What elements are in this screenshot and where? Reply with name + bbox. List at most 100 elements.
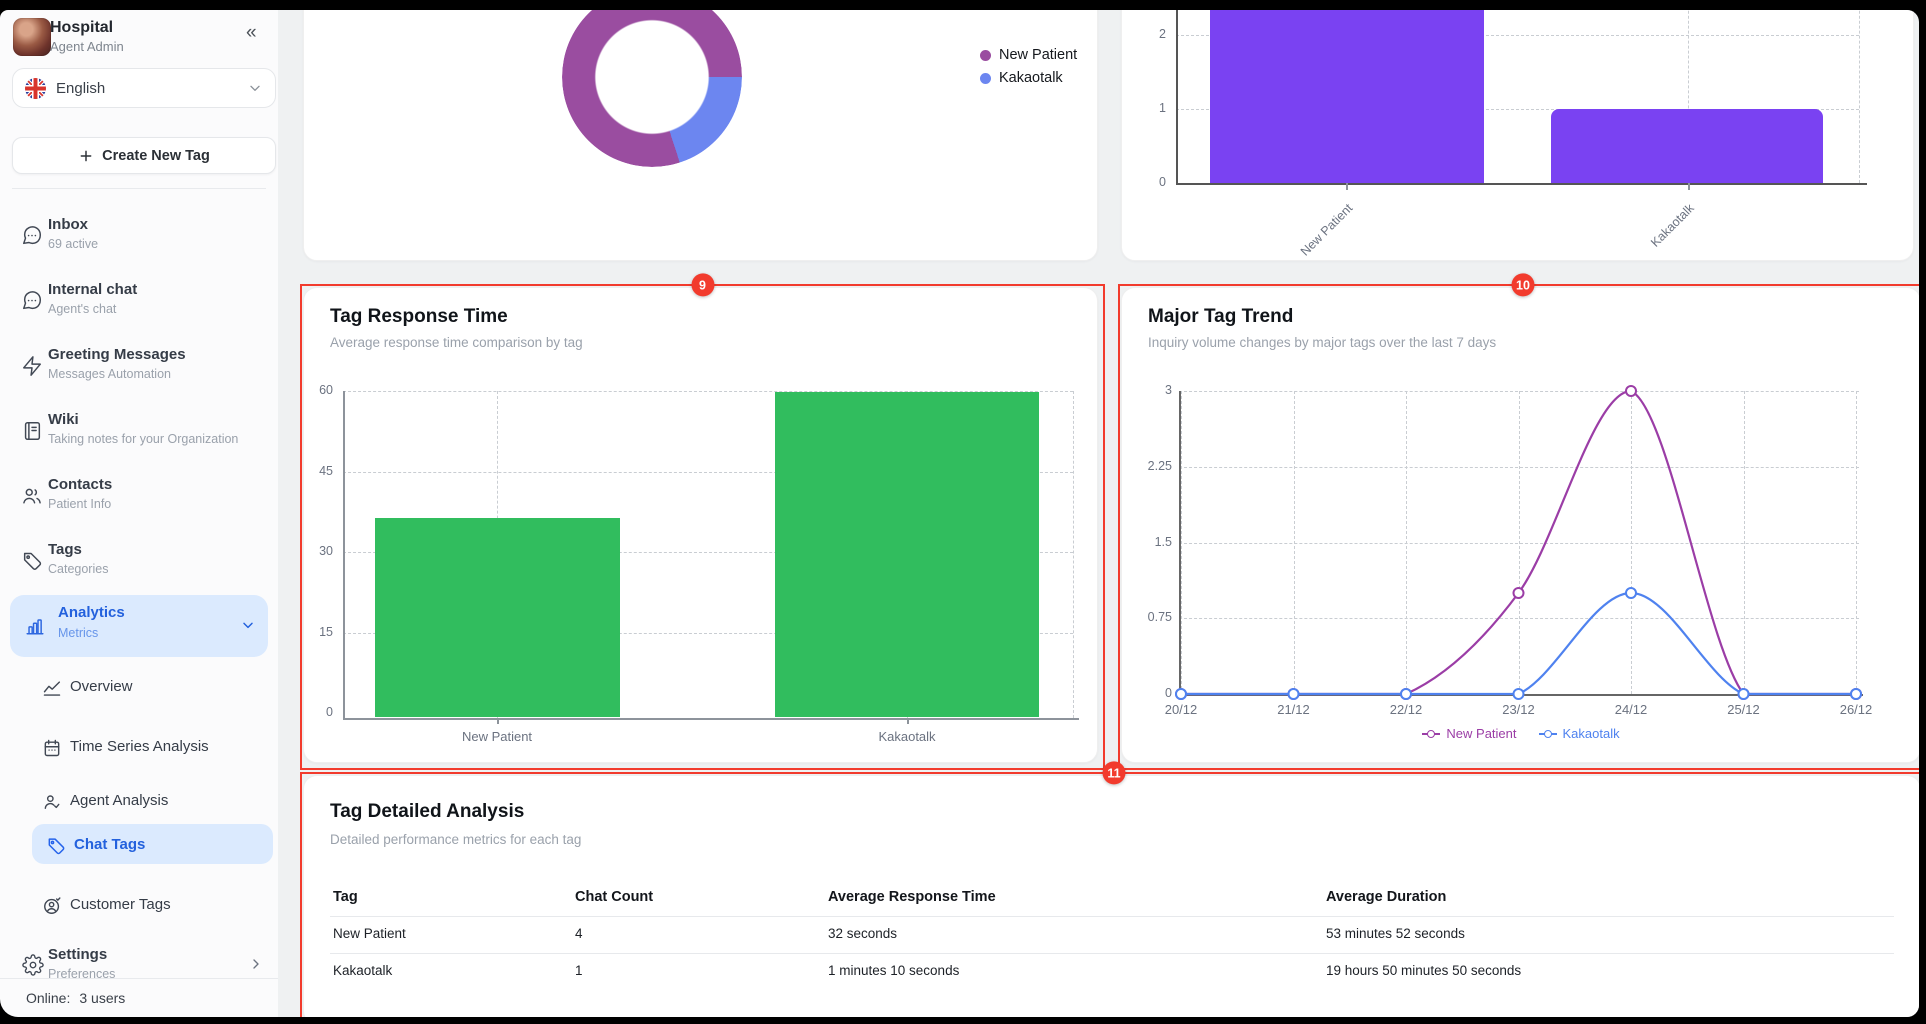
x-tick-label: 26/12 bbox=[1839, 702, 1873, 717]
table-cell: 32 seconds bbox=[828, 926, 898, 941]
sidebar: Hospital Agent Admin « English Create Ne… bbox=[0, 10, 279, 1017]
legend-item: Kakaotalk bbox=[980, 70, 1063, 86]
sidebar-item-sublabel: 69 active bbox=[48, 237, 99, 251]
x-tick bbox=[1688, 183, 1690, 190]
table-cell: 1 minutes 10 seconds bbox=[828, 963, 960, 978]
x-tick-label: 22/12 bbox=[1389, 702, 1423, 717]
line-chart-icon bbox=[42, 678, 62, 698]
major-tag-trend-card: Major Tag Trend Inquiry volume changes b… bbox=[1121, 287, 1919, 763]
chevron-down-icon bbox=[240, 617, 256, 633]
sidebar-item-analytics[interactable]: Analytics Metrics bbox=[10, 595, 268, 657]
journal-icon bbox=[21, 420, 43, 442]
user-badge-icon bbox=[42, 896, 62, 916]
sidebar-item-label: Contacts bbox=[48, 476, 113, 493]
sidebar-item-label: Time Series Analysis bbox=[70, 738, 209, 755]
tag-response-time-card: Tag Response Time Average response time … bbox=[303, 287, 1098, 763]
y-tick-label: 2.25 bbox=[1147, 458, 1172, 473]
main-content: New Patient Kakaotalk 0 1 2 New Patient Kakao… bbox=[278, 10, 1919, 1017]
active-item-highlight bbox=[32, 824, 273, 864]
x-category-label: New Patient bbox=[461, 729, 533, 744]
legend-label: New Patient bbox=[1446, 726, 1517, 741]
chat-count-bar-chart: 0 1 2 New Patient Kakaotalk bbox=[1122, 10, 1913, 260]
sidebar-item-sublabel: Patient Info bbox=[48, 497, 112, 511]
create-new-tag-label: Create New Tag bbox=[102, 147, 210, 164]
sidebar-item-internal-chat[interactable]: Internal chat Agent's chat bbox=[0, 281, 278, 333]
users-icon bbox=[21, 485, 43, 507]
table-cell: 19 hours 50 minutes 50 seconds bbox=[1326, 963, 1522, 978]
sidebar-item-tags[interactable]: Tags Categories bbox=[0, 541, 278, 593]
table-cell: 53 minutes 52 seconds bbox=[1326, 926, 1465, 941]
sidebar-item-contacts[interactable]: Contacts Patient Info bbox=[0, 476, 278, 528]
y-axis-line bbox=[1176, 10, 1178, 183]
sidebar-item-settings[interactable]: Settings Preferences bbox=[0, 946, 278, 996]
sidebar-item-label: Agent Analysis bbox=[70, 792, 169, 809]
card-subtitle: Average response time comparison by tag bbox=[330, 335, 583, 350]
v-gridline bbox=[1293, 391, 1295, 694]
sidebar-item-label: Settings bbox=[48, 946, 108, 963]
sidebar-item-label: Greeting Messages bbox=[48, 346, 186, 363]
sidebar-item-time-series-analysis[interactable]: Time Series Analysis bbox=[0, 736, 278, 766]
legend-swatch-icon bbox=[980, 72, 991, 84]
table-divider bbox=[330, 953, 1894, 954]
x-tick bbox=[907, 718, 909, 724]
v-gridline bbox=[1181, 391, 1182, 694]
tag-icon bbox=[46, 836, 66, 856]
h-gridline bbox=[343, 471, 1073, 473]
y-tick-label: 0 bbox=[1159, 175, 1166, 189]
tag-icon bbox=[21, 550, 43, 572]
donut-chart bbox=[562, 10, 742, 167]
trend-legend: New Patient Kakaotalk bbox=[1122, 726, 1919, 741]
v-gridline bbox=[1688, 10, 1689, 183]
tag-distribution-card: New Patient Kakaotalk bbox=[303, 10, 1098, 261]
create-new-tag-button[interactable]: Create New Tag bbox=[12, 137, 276, 174]
gear-icon bbox=[22, 954, 44, 976]
x-axis-line bbox=[343, 718, 1079, 720]
table-cell: 1 bbox=[575, 963, 583, 978]
sidebar-item-inbox[interactable]: Inbox 69 active bbox=[0, 216, 278, 268]
org-name: Hospital bbox=[50, 19, 114, 36]
sidebar-item-greeting-messages[interactable]: Greeting Messages Messages Automation bbox=[0, 346, 278, 398]
h-gridline bbox=[1176, 109, 1859, 110]
tag-detailed-analysis-card: Tag Detailed Analysis Detailed performan… bbox=[303, 775, 1919, 1017]
divider bbox=[0, 978, 278, 979]
sidebar-item-chat-tags[interactable]: Chat Tags bbox=[0, 834, 278, 864]
bar-Kakaotalk bbox=[1551, 109, 1823, 183]
avatar[interactable] bbox=[13, 18, 51, 56]
table-cell: New Patient bbox=[333, 926, 406, 941]
language-label: English bbox=[56, 79, 106, 97]
table-header-Chat Count: Chat Count bbox=[575, 889, 654, 905]
y-tick-label: 30 bbox=[319, 544, 333, 558]
y-tick-label: 2 bbox=[1159, 27, 1166, 41]
legend-item: New Patient bbox=[980, 47, 1077, 63]
x-tick-label: 25/12 bbox=[1727, 702, 1760, 717]
sidebar-item-customer-tags[interactable]: Customer Tags bbox=[0, 894, 278, 924]
h-gridline bbox=[343, 632, 1073, 634]
user-check-icon bbox=[42, 792, 62, 812]
sidebar-item-sublabel: Metrics bbox=[58, 626, 99, 640]
zap-icon bbox=[21, 355, 43, 377]
bar-New Patient bbox=[375, 518, 620, 717]
sidebar-item-overview[interactable]: Overview bbox=[0, 676, 278, 706]
x-tick bbox=[1346, 183, 1348, 190]
table-cell: Kakaotalk bbox=[333, 963, 393, 978]
v-gridline bbox=[1073, 391, 1074, 718]
y-axis-line bbox=[1179, 391, 1181, 694]
h-gridline bbox=[343, 391, 1073, 392]
sidebar-item-sublabel: Preferences bbox=[48, 967, 116, 981]
calendar-icon bbox=[42, 738, 62, 758]
sidebar-item-agent-analysis[interactable]: Agent Analysis bbox=[0, 790, 278, 820]
sidebar-item-wiki[interactable]: Wiki Taking notes for your Organization bbox=[0, 411, 278, 463]
card-subtitle: Detailed performance metrics for each ta… bbox=[330, 832, 582, 847]
x-tick-label: 21/12 bbox=[1277, 702, 1310, 717]
v-gridline bbox=[1406, 391, 1407, 694]
tag-chat-count-card: 0 1 2 New Patient Kakaotalk bbox=[1121, 10, 1914, 261]
language-selector[interactable]: English bbox=[12, 68, 276, 108]
bar-chart-icon bbox=[24, 615, 46, 637]
legend-line-icon bbox=[1422, 729, 1441, 738]
sidebar-item-label: Overview bbox=[70, 678, 133, 695]
card-title: Major Tag Trend bbox=[1148, 306, 1294, 327]
collapse-sidebar-button[interactable]: « bbox=[246, 22, 256, 43]
y-tick-label: 0.75 bbox=[1147, 610, 1172, 625]
sidebar-item-label: Wiki bbox=[48, 411, 79, 428]
x-category-label: Kakaotalk bbox=[878, 729, 936, 744]
